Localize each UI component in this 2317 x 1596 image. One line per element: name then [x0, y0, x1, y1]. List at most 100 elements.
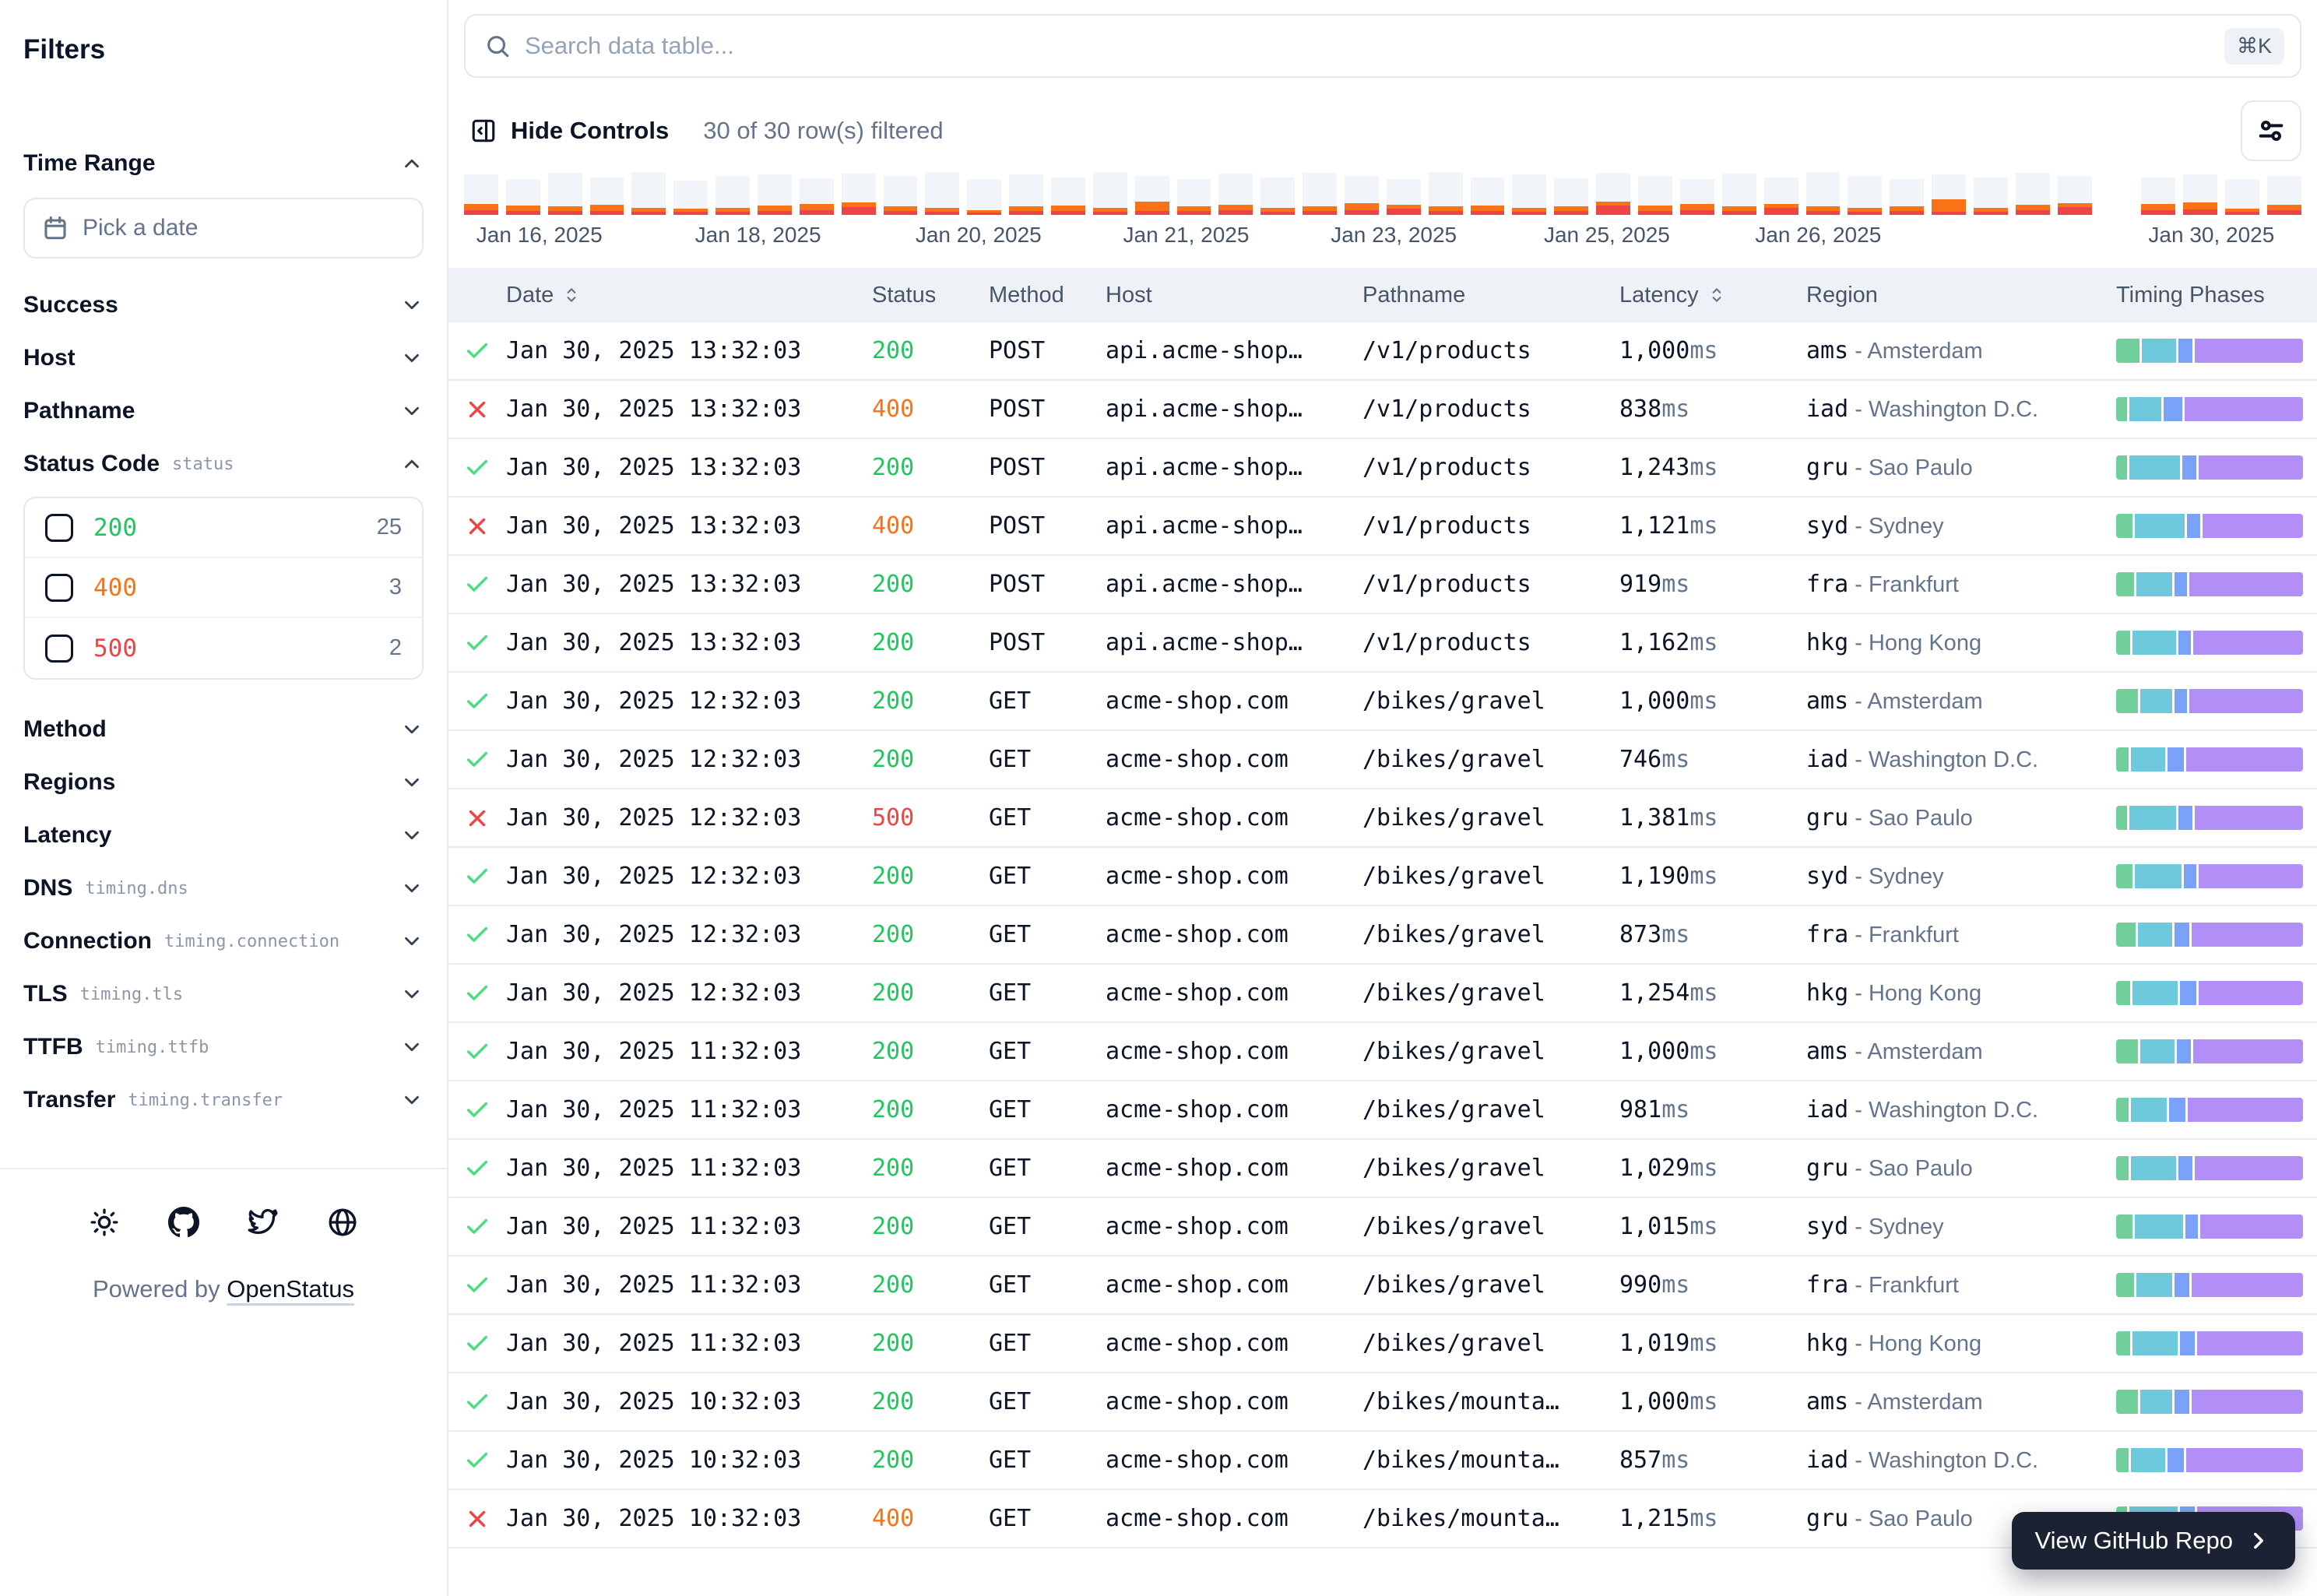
- sidebar-section[interactable]: Pathname: [23, 385, 424, 438]
- histogram-date-label: Jan 18, 2025: [695, 223, 821, 248]
- histogram-bar: [1387, 170, 1421, 215]
- table-row[interactable]: Jan 30, 2025 11:32:03 200 GET acme-shop.…: [448, 1257, 2317, 1315]
- table-row[interactable]: Jan 30, 2025 13:32:03 200 POST api.acme-…: [448, 556, 2317, 614]
- table-row[interactable]: Jan 30, 2025 12:32:03 200 GET acme-shop.…: [448, 731, 2317, 789]
- theme-toggle-button[interactable]: [87, 1205, 121, 1239]
- ttfb-segment: [2189, 572, 2303, 596]
- column-header-latency[interactable]: Latency: [1619, 283, 1806, 308]
- histogram-bar: [1177, 170, 1211, 215]
- cell-date: Jan 30, 2025 11:32:03: [506, 1038, 872, 1065]
- cell-latency: 1,243ms: [1619, 454, 1806, 481]
- section-status-code[interactable]: Status Code status: [23, 438, 424, 490]
- histogram-date-label: Jan 26, 2025: [1755, 223, 1881, 248]
- cell-region: iad - Washington D.C.: [1806, 395, 2102, 423]
- cell-pathname: /bikes/gravel: [1362, 1155, 1619, 1182]
- cell-status: 400: [872, 512, 989, 540]
- sidebar-section[interactable]: Regions: [23, 756, 424, 809]
- status-code-value: 500: [93, 635, 137, 663]
- cell-region: hkg - Hong Kong: [1806, 1330, 2102, 1357]
- sidebar-section[interactable]: Host: [23, 332, 424, 385]
- table-row[interactable]: Jan 30, 2025 10:32:03 200 GET acme-shop.…: [448, 1373, 2317, 1432]
- sidebar-section[interactable]: Connection timing.connection: [23, 915, 424, 968]
- hide-controls-button[interactable]: Hide Controls: [464, 117, 677, 145]
- openstatus-link[interactable]: OpenStatus: [227, 1275, 354, 1302]
- chevron-down-icon: [400, 824, 424, 847]
- sidebar-section[interactable]: TTFB timing.ttfb: [23, 1021, 424, 1074]
- table-row[interactable]: Jan 30, 2025 13:32:03 200 POST api.acme-…: [448, 614, 2317, 673]
- sidebar-section[interactable]: Transfer timing.transfer: [23, 1074, 424, 1127]
- github-link-button[interactable]: [167, 1205, 201, 1239]
- table-row[interactable]: Jan 30, 2025 13:32:03 200 POST api.acme-…: [448, 322, 2317, 381]
- connection-segment: [2136, 572, 2172, 596]
- table-row[interactable]: Jan 30, 2025 10:32:03 200 GET acme-shop.…: [448, 1432, 2317, 1490]
- cell-method: POST: [989, 512, 1106, 540]
- status-code-option[interactable]: 200 25: [25, 498, 422, 558]
- table-row[interactable]: Jan 30, 2025 11:32:03 200 GET acme-shop.…: [448, 1140, 2317, 1198]
- histogram-bar: [1722, 170, 1756, 215]
- table-row[interactable]: Jan 30, 2025 12:32:03 200 GET acme-shop.…: [448, 673, 2317, 731]
- check-icon: [464, 1097, 490, 1123]
- section-label: TTFB: [23, 1034, 83, 1060]
- sidebar-section[interactable]: TLS timing.tls: [23, 968, 424, 1021]
- sidebar-section[interactable]: Method: [23, 703, 424, 756]
- cell-region: iad - Washington D.C.: [1806, 1096, 2102, 1123]
- filtered-count: 30 of 30 row(s) filtered: [703, 117, 943, 145]
- cell-date: Jan 30, 2025 11:32:03: [506, 1213, 872, 1240]
- table-row[interactable]: Jan 30, 2025 11:32:03 200 GET acme-shop.…: [448, 1081, 2317, 1140]
- cell-date: Jan 30, 2025 13:32:03: [506, 454, 872, 481]
- table-row[interactable]: Jan 30, 2025 13:32:03 200 POST api.acme-…: [448, 439, 2317, 497]
- website-link-button[interactable]: [325, 1205, 360, 1239]
- tls-segment: [2175, 689, 2187, 713]
- cell-pathname: /v1/products: [1362, 629, 1619, 656]
- dns-segment: [2116, 1390, 2138, 1414]
- column-header-date[interactable]: Date: [506, 283, 872, 308]
- cell-status: 200: [872, 337, 989, 364]
- sort-icon: [561, 285, 582, 305]
- connection-segment: [2135, 514, 2185, 538]
- sidebar-section[interactable]: DNS timing.dns: [23, 862, 424, 915]
- view-github-repo-button[interactable]: View GitHub Repo: [2012, 1512, 2295, 1570]
- sidebar-sections-top: Success Host Pathname: [23, 279, 424, 438]
- histogram-bar: [1429, 170, 1463, 215]
- timing-phases-bar: [2116, 1273, 2303, 1297]
- histogram-bar: [631, 170, 666, 215]
- checkbox[interactable]: [45, 574, 73, 602]
- cell-pathname: /bikes/gravel: [1362, 1038, 1619, 1065]
- table-row[interactable]: Jan 30, 2025 11:32:03 200 GET acme-shop.…: [448, 1023, 2317, 1081]
- search-bar[interactable]: Search data table... ⌘K: [464, 14, 2301, 78]
- tls-segment: [2175, 572, 2187, 596]
- cell-status: 200: [872, 863, 989, 890]
- cell-status: 200: [872, 1213, 989, 1240]
- view-options-button[interactable]: [2241, 100, 2301, 161]
- table-row[interactable]: Jan 30, 2025 11:32:03 200 GET acme-shop.…: [448, 1198, 2317, 1257]
- sidebar-title: Filters: [23, 34, 424, 65]
- table-row[interactable]: Jan 30, 2025 11:32:03 200 GET acme-shop.…: [448, 1315, 2317, 1373]
- twitter-link-button[interactable]: [246, 1205, 280, 1239]
- cell-timing-phases: [2102, 1039, 2317, 1063]
- status-code-option[interactable]: 500 2: [25, 618, 422, 678]
- status-code-option[interactable]: 400 3: [25, 558, 422, 618]
- timing-phases-bar: [2116, 1098, 2303, 1122]
- table-row[interactable]: Jan 30, 2025 12:32:03 500 GET acme-shop.…: [448, 789, 2317, 848]
- table-row[interactable]: Jan 30, 2025 12:32:03 200 GET acme-shop.…: [448, 848, 2317, 906]
- table-row[interactable]: Jan 30, 2025 12:32:03 200 GET acme-shop.…: [448, 906, 2317, 965]
- connection-segment: [2138, 923, 2172, 947]
- table-row[interactable]: Jan 30, 2025 13:32:03 400 POST api.acme-…: [448, 381, 2317, 439]
- sidebar-section[interactable]: Success: [23, 279, 424, 332]
- sidebar-section[interactable]: Latency: [23, 809, 424, 862]
- ttfb-segment: [2185, 397, 2303, 421]
- check-icon: [464, 863, 490, 890]
- chevron-down-icon: [400, 718, 424, 741]
- date-picker-input[interactable]: Pick a date: [23, 198, 424, 258]
- cell-region: hkg - Hong Kong: [1806, 629, 2102, 656]
- checkbox[interactable]: [45, 635, 73, 663]
- histogram-bar: [1512, 170, 1546, 215]
- table-row[interactable]: Jan 30, 2025 13:32:03 400 POST api.acme-…: [448, 497, 2317, 556]
- section-label: Status Code: [23, 451, 160, 477]
- table-row[interactable]: Jan 30, 2025 12:32:03 200 GET acme-shop.…: [448, 965, 2317, 1023]
- timing-phases-bar: [2116, 572, 2303, 596]
- section-time-range[interactable]: Time Range: [23, 137, 424, 190]
- status-code-options: 200 25 400 3 500 2: [23, 497, 424, 680]
- checkbox[interactable]: [45, 514, 73, 542]
- cell-status: 200: [872, 979, 989, 1007]
